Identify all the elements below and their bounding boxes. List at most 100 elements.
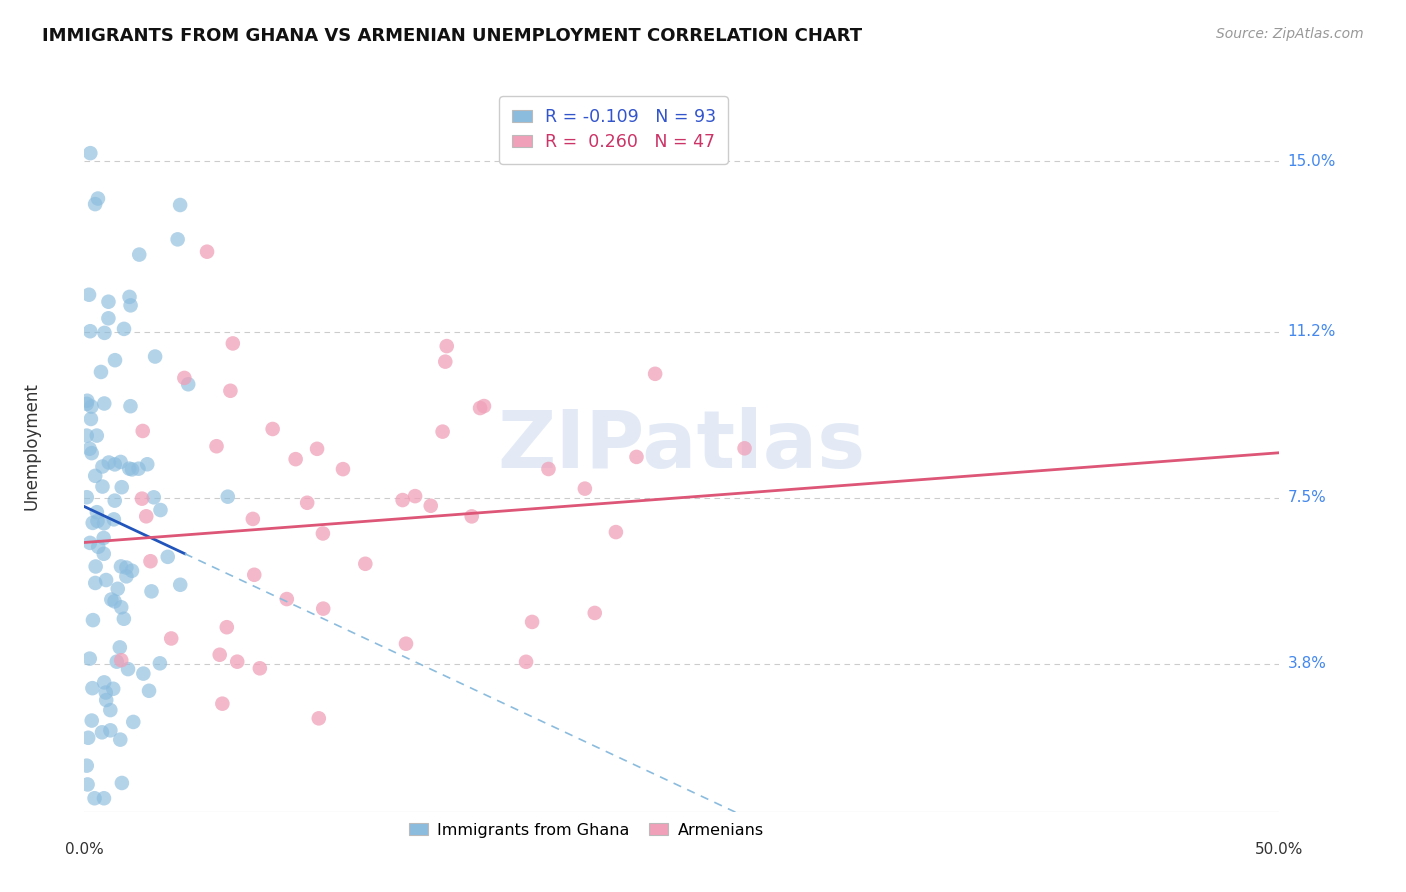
Armenians [131,491,153,506]
Text: 50.0%: 50.0% [1256,842,1303,857]
Armenians [332,462,354,476]
Armenians [520,615,543,629]
Armenians [249,661,271,675]
Immigrants from Ghana [143,350,166,364]
Immigrants from Ghana [86,505,108,519]
Immigrants from Ghana [93,326,115,340]
Immigrants from Ghana [132,666,155,681]
Immigrants from Ghana [107,582,129,596]
Immigrants from Ghana [112,612,135,626]
Immigrants from Ghana [96,693,118,707]
Immigrants from Ghana [149,503,172,517]
Armenians [537,462,560,476]
Immigrants from Ghana [82,681,104,695]
Immigrants from Ghana [79,324,101,338]
Armenians [284,452,307,467]
Immigrants from Ghana [110,732,132,747]
Immigrants from Ghana [77,731,100,745]
Immigrants from Ghana [93,675,115,690]
Immigrants from Ghana [79,442,101,456]
Armenians [132,424,155,438]
Armenians [139,554,162,568]
Immigrants from Ghana [217,490,239,504]
Immigrants from Ghana [76,777,98,791]
Text: Source: ZipAtlas.com: Source: ZipAtlas.com [1216,27,1364,41]
Text: Unemployment: Unemployment [22,382,41,510]
Immigrants from Ghana [112,322,135,336]
Armenians [583,606,606,620]
Immigrants from Ghana [93,791,115,805]
Armenians [515,655,537,669]
Text: ZIPatlas: ZIPatlas [498,407,866,485]
Immigrants from Ghana [97,456,120,470]
Immigrants from Ghana [84,468,107,483]
Immigrants from Ghana [86,514,108,528]
Immigrants from Ghana [121,462,143,476]
Immigrants from Ghana [149,657,172,671]
Text: 15.0%: 15.0% [1288,153,1336,169]
Armenians [605,525,627,540]
Immigrants from Ghana [142,491,165,505]
Immigrants from Ghana [84,559,107,574]
Immigrants from Ghana [87,192,110,206]
Immigrants from Ghana [115,560,138,574]
Immigrants from Ghana [111,480,134,494]
Armenians [312,526,335,541]
Armenians [262,422,284,436]
Armenians [195,244,218,259]
Immigrants from Ghana [83,791,105,805]
Armenians [173,371,195,385]
Immigrants from Ghana [169,198,191,212]
Armenians [110,653,132,667]
Immigrants from Ghana [115,569,138,583]
Immigrants from Ghana [110,455,132,469]
Armenians [734,442,756,456]
Armenians [243,567,266,582]
Text: 0.0%: 0.0% [65,842,104,857]
Immigrants from Ghana [111,776,134,790]
Armenians [312,601,335,615]
Armenians [419,499,441,513]
Armenians [242,512,264,526]
Immigrants from Ghana [91,725,114,739]
Armenians [211,697,233,711]
Immigrants from Ghana [80,446,103,460]
Text: 7.5%: 7.5% [1288,490,1326,505]
Armenians [644,367,666,381]
Immigrants from Ghana [79,146,101,161]
Immigrants from Ghana [82,613,104,627]
Armenians [436,339,458,353]
Immigrants from Ghana [91,479,114,493]
Immigrants from Ghana [121,564,143,578]
Immigrants from Ghana [104,493,127,508]
Immigrants from Ghana [108,640,131,655]
Armenians [208,648,231,662]
Armenians [215,620,238,634]
Immigrants from Ghana [86,428,108,442]
Immigrants from Ghana [118,461,141,475]
Immigrants from Ghana [104,353,127,368]
Immigrants from Ghana [156,549,179,564]
Immigrants from Ghana [76,758,98,772]
Armenians [626,450,648,464]
Armenians [468,401,491,415]
Immigrants from Ghana [103,594,125,608]
Immigrants from Ghana [82,516,104,530]
Immigrants from Ghana [128,247,150,261]
Immigrants from Ghana [91,459,114,474]
Immigrants from Ghana [110,600,132,615]
Armenians [308,711,330,725]
Immigrants from Ghana [128,461,150,475]
Immigrants from Ghana [138,683,160,698]
Text: IMMIGRANTS FROM GHANA VS ARMENIAN UNEMPLOYMENT CORRELATION CHART: IMMIGRANTS FROM GHANA VS ARMENIAN UNEMPL… [42,27,862,45]
Immigrants from Ghana [76,397,98,411]
Armenians [219,384,242,398]
Immigrants from Ghana [117,662,139,676]
Armenians [404,489,426,503]
Immigrants from Ghana [79,536,101,550]
Armenians [391,493,413,508]
Immigrants from Ghana [76,490,98,504]
Text: 3.8%: 3.8% [1288,657,1327,671]
Immigrants from Ghana [93,547,115,561]
Immigrants from Ghana [94,685,117,699]
